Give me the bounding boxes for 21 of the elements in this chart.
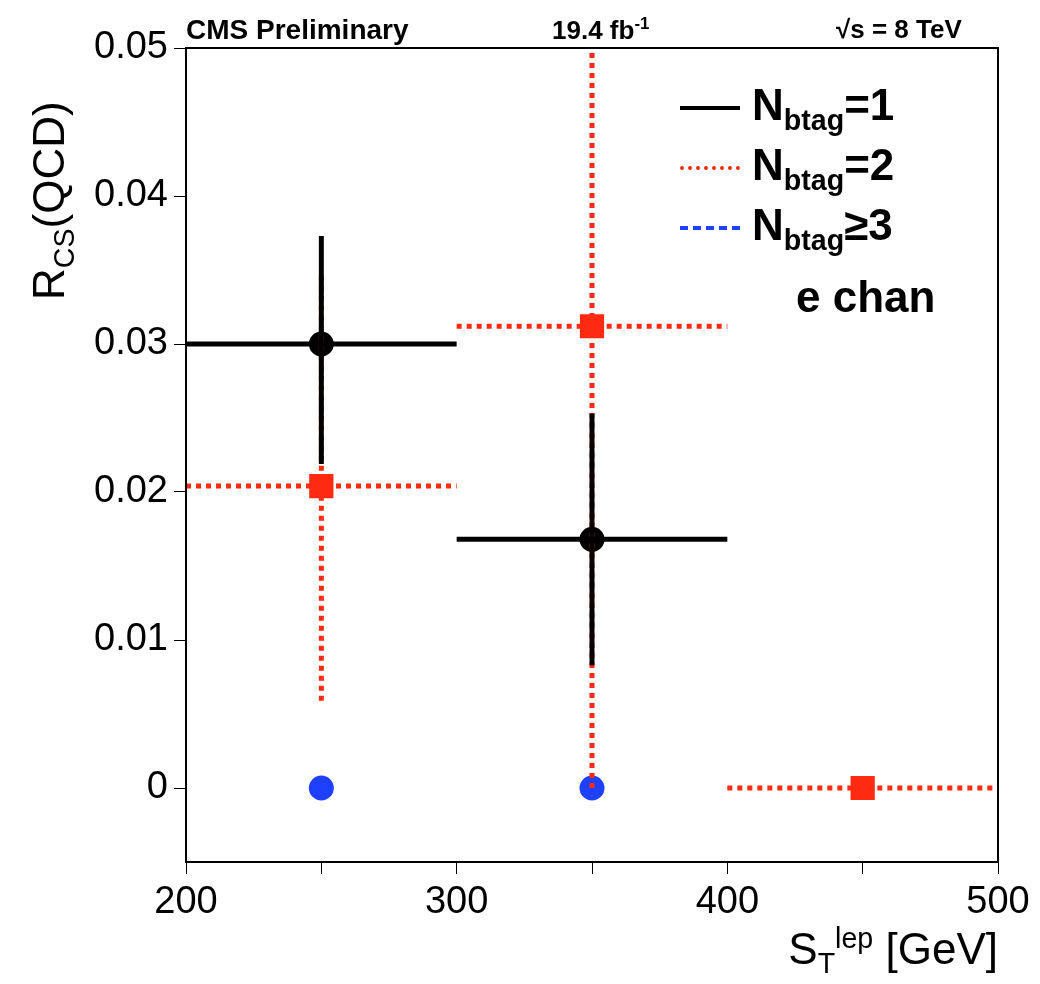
- x-tick-label: 400: [695, 879, 760, 922]
- y-tick-label: 0.03: [94, 320, 168, 363]
- text: 19.4 fb$^{-1}$: [552, 14, 650, 46]
- annotation: e chan: [796, 272, 936, 322]
- text: CMS Preliminary: [186, 14, 409, 46]
- x-tick-label: 200: [154, 879, 218, 922]
- text: √s = 8 TeV: [836, 14, 962, 45]
- legend-label: N$_{btag}$=2: [752, 139, 895, 197]
- point: [308, 775, 334, 801]
- y-tick-label: 0.02: [94, 468, 168, 511]
- point: [579, 775, 605, 801]
- y-tick-label: 0: [146, 764, 168, 807]
- y-tick-label: 0.04: [94, 172, 168, 215]
- x-tick-label: 500: [966, 879, 1030, 922]
- x-axis-title: S$_{T}$$^{lep}$ [GeV]: [788, 922, 998, 981]
- x-tick-label: 300: [424, 879, 489, 922]
- legend-label: N$_{btag}$=1: [752, 79, 895, 137]
- point: [850, 775, 875, 801]
- y-tick-label: 0.05: [94, 24, 168, 67]
- y-tick-label: 0.01: [94, 616, 168, 659]
- legend-label: N$_{btag}$≥3: [752, 199, 893, 257]
